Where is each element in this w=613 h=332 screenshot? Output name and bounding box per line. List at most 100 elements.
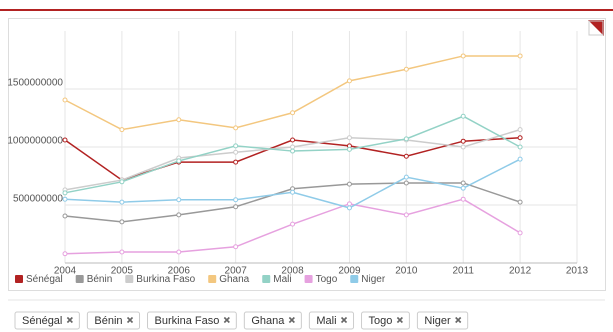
legend-swatch	[304, 275, 313, 283]
chip[interactable]: Burkina Faso	[147, 311, 237, 330]
point	[290, 144, 296, 150]
point	[62, 190, 68, 196]
chip-label: Bénin	[94, 315, 122, 327]
x-tick-label: 2012	[509, 266, 532, 277]
point	[290, 189, 296, 195]
chip[interactable]: Togo	[361, 311, 410, 330]
export-icon[interactable]	[588, 20, 604, 36]
point	[119, 219, 125, 225]
chip-remove[interactable]	[396, 316, 403, 324]
chip[interactable]: Sénégal	[14, 311, 80, 330]
chip-label: Togo	[369, 315, 393, 327]
chip-remove[interactable]	[288, 316, 295, 324]
chip-remove[interactable]	[455, 316, 462, 324]
chip[interactable]: Ghana	[243, 311, 302, 330]
legend-label: Ghana	[219, 274, 249, 285]
point	[460, 196, 466, 202]
point	[233, 204, 239, 210]
chip-remove[interactable]	[340, 316, 348, 324]
chip-remove[interactable]	[126, 316, 134, 324]
point	[176, 212, 182, 218]
legend-swatch	[15, 275, 23, 283]
point	[176, 197, 182, 203]
point	[233, 244, 239, 250]
point	[290, 148, 296, 154]
point	[517, 127, 523, 133]
x-tick-label: 2009	[338, 266, 361, 277]
y-tick-label: 1500000000	[7, 78, 63, 89]
point	[517, 199, 523, 205]
point	[403, 174, 409, 180]
export-frame	[588, 20, 604, 36]
plot: 2004 2005 2006 2007 2008 2009 2010 2011 2012 2013…	[7, 31, 589, 277]
point	[62, 251, 68, 257]
legend-label: Niger	[361, 274, 386, 285]
legend-swatch	[262, 275, 271, 283]
point	[517, 230, 523, 236]
chip[interactable]: Mali	[308, 311, 355, 330]
point	[517, 135, 523, 141]
point	[346, 78, 352, 84]
point	[460, 185, 466, 191]
point	[517, 144, 523, 150]
point	[460, 53, 466, 59]
x-tick-label: 2006	[168, 266, 191, 277]
point	[119, 179, 125, 185]
chip-box	[416, 311, 469, 330]
legend-swatch	[350, 275, 359, 283]
point	[176, 117, 182, 123]
point	[62, 137, 68, 143]
point	[346, 181, 352, 187]
point	[403, 180, 409, 186]
point	[346, 205, 352, 211]
point	[460, 144, 466, 150]
chip-label: Mali	[316, 315, 336, 327]
y-tick-label: 500000000	[13, 194, 63, 205]
x-tick-label: 2010	[395, 266, 418, 277]
point	[233, 125, 239, 131]
filter-chips: Sénégal Bénin Burkina Faso Ghana Mali Togo Nig…	[14, 311, 469, 330]
chip-box	[86, 311, 141, 330]
point	[119, 199, 125, 205]
point	[233, 197, 239, 203]
legend-swatch	[208, 275, 217, 283]
point	[290, 137, 296, 143]
point	[517, 53, 523, 59]
point	[346, 135, 352, 141]
legend-label: Togo	[316, 274, 338, 285]
point	[176, 249, 182, 255]
legend-label: Sénégal	[26, 274, 63, 285]
chip-box	[361, 311, 410, 330]
chip-label: Niger	[424, 315, 451, 327]
point	[62, 196, 68, 202]
x-tick-label: 2007	[225, 266, 248, 277]
x-tick-label: 2004	[54, 266, 77, 277]
point	[176, 158, 182, 164]
chip-label: Ghana	[251, 315, 285, 327]
chip[interactable]: Bénin	[86, 311, 141, 330]
point	[403, 66, 409, 72]
point	[346, 201, 352, 207]
x-tick-label: 2005	[111, 266, 134, 277]
chip-label: Burkina Faso	[155, 315, 220, 327]
legend-label: Burkina Faso	[136, 274, 195, 285]
chip[interactable]: Niger	[416, 311, 469, 330]
x-tick-label: 2011	[452, 266, 474, 277]
point	[233, 143, 239, 149]
legend-label: Mali	[273, 274, 291, 285]
point	[290, 221, 296, 227]
point	[233, 149, 239, 155]
point	[460, 138, 466, 144]
chip-box	[147, 311, 237, 330]
legend-swatch	[125, 275, 134, 283]
chip-remove[interactable]	[66, 316, 73, 324]
chip-remove[interactable]	[223, 316, 230, 324]
legend-swatch	[75, 275, 84, 283]
point	[346, 146, 352, 152]
point	[403, 212, 409, 218]
point	[119, 127, 125, 133]
point	[119, 249, 125, 255]
point	[517, 156, 523, 162]
point	[403, 153, 409, 159]
